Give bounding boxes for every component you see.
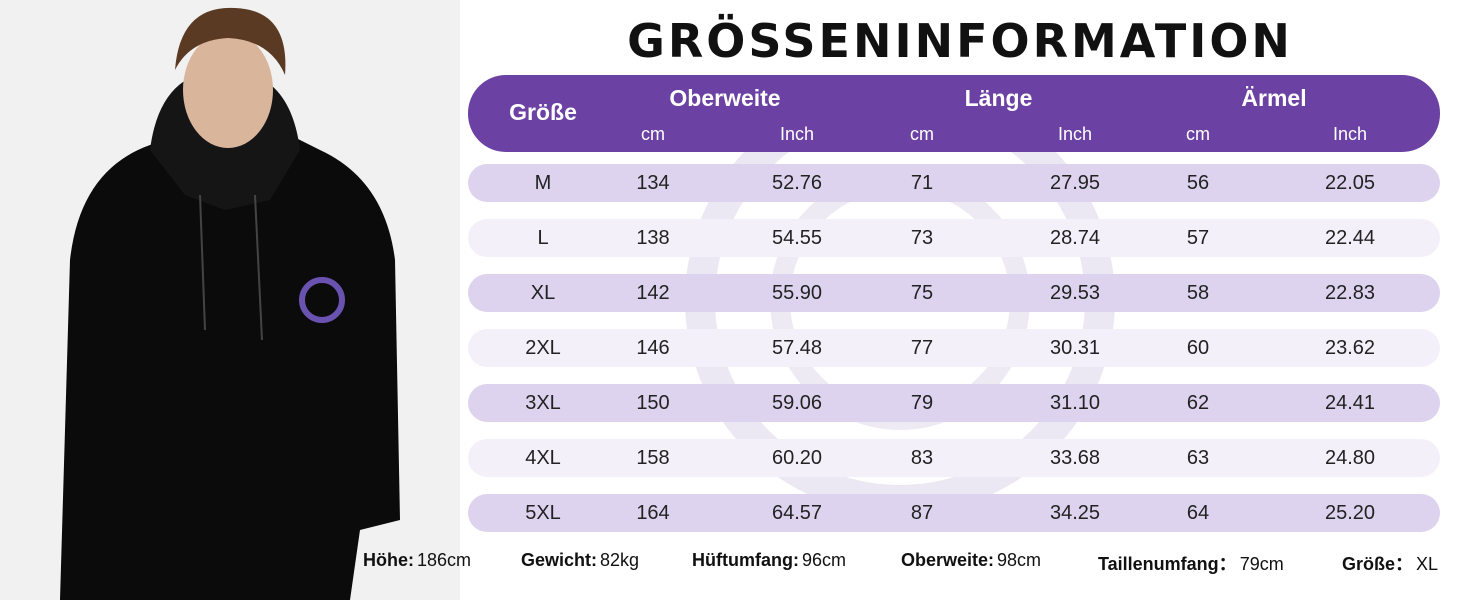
table-cell: 57.48 — [771, 337, 823, 359]
info-value: 82kg — [600, 550, 640, 570]
table-cell: 57 — [1186, 227, 1210, 249]
info-item: Taillenumfang： 79cm — [1098, 550, 1284, 576]
group-header: Ärmel — [1241, 85, 1307, 111]
table-cell: 30.31 — [1049, 337, 1101, 359]
info-value: 79cm — [1239, 554, 1284, 574]
unit-header: cm — [1186, 124, 1210, 144]
table-cell: 25.20 — [1324, 502, 1376, 524]
info-label: Gewicht: — [521, 550, 598, 570]
table-cell: 23.62 — [1324, 337, 1376, 359]
table-cell: 34.25 — [1049, 502, 1101, 524]
info-label: Oberweite: — [901, 550, 995, 570]
table-cell: 31.10 — [1049, 392, 1101, 414]
info-value: 96cm — [801, 550, 846, 570]
model-photo — [0, 0, 460, 600]
info-value: 98cm — [997, 550, 1042, 570]
table-cell: 24.80 — [1324, 447, 1376, 469]
info-value: 186cm — [417, 550, 472, 570]
info-label: Hüftumfang: — [692, 550, 799, 570]
group-header: Oberweite — [669, 85, 781, 111]
table-cell: 3XL — [525, 392, 561, 414]
table-cell: 22.44 — [1324, 227, 1376, 249]
table-cell: 134 — [636, 172, 670, 194]
table-cell: 58 — [1186, 282, 1210, 304]
table-cell: 142 — [636, 282, 670, 304]
table-cell: 146 — [636, 337, 670, 359]
table-cell: 79 — [910, 392, 934, 414]
info-item: Oberweite: 98cm — [901, 550, 1041, 571]
table-cell: 63 — [1186, 447, 1210, 469]
table-header: Größe Oberweite cm Inch Länge cm Inch Ärmel cm In… — [468, 75, 1440, 152]
title: GRÖSSENINFORMATION — [627, 14, 1293, 68]
table-row: 3XL 150 59.06 79 31.10 62 24.41 — [468, 384, 1440, 422]
table-cell: L — [537, 227, 549, 249]
info-item: Größe： XL — [1342, 550, 1438, 576]
table-cell: 71 — [910, 172, 934, 194]
table-cell: 60 — [1186, 337, 1210, 359]
table-cell: 54.55 — [771, 227, 823, 249]
table-cell: 28.74 — [1049, 227, 1101, 249]
table-row: XL 142 55.90 75 29.53 58 22.83 — [468, 274, 1440, 312]
info-item: Höhe: 186cm — [363, 550, 471, 571]
table-cell: 77 — [910, 337, 934, 359]
table-cell: 22.83 — [1324, 282, 1376, 304]
table-cell: 60.20 — [771, 447, 823, 469]
unit-header: Inch — [1057, 124, 1093, 144]
table-row: 4XL 158 60.20 83 33.68 63 24.80 — [468, 439, 1440, 477]
table-cell: 22.05 — [1324, 172, 1376, 194]
table-row: 2XL 146 57.48 77 30.31 60 23.62 — [468, 329, 1440, 367]
table-row: 5XL 164 64.57 87 34.25 64 25.20 — [468, 494, 1440, 532]
table-cell: 138 — [636, 227, 670, 249]
table-row: L 138 54.55 73 28.74 57 22.44 — [468, 219, 1440, 257]
unit-header: cm — [910, 124, 934, 144]
table-cell: 29.53 — [1049, 282, 1101, 304]
info-value: XL — [1416, 554, 1439, 574]
table-cell: 52.76 — [771, 172, 823, 194]
unit-header: Inch — [779, 124, 815, 144]
table-cell: 64 — [1186, 502, 1210, 524]
info-label: Größe： — [1342, 554, 1414, 574]
table-cell: XL — [530, 282, 556, 304]
info-label: Taillenumfang： — [1098, 554, 1237, 574]
table-cell: 59.06 — [771, 392, 823, 414]
info-item: Gewicht: 82kg — [521, 550, 639, 571]
table-cell: 2XL — [525, 337, 561, 359]
table-cell: 73 — [910, 227, 934, 249]
table-cell: 64.57 — [771, 502, 823, 524]
table-cell: 150 — [636, 392, 670, 414]
table-cell: 56 — [1186, 172, 1210, 194]
group-header: Länge — [964, 85, 1033, 111]
table-cell: 5XL — [525, 502, 561, 524]
info-label: Höhe: — [363, 550, 414, 570]
table-cell: 55.90 — [771, 282, 823, 304]
table-cell: 158 — [636, 447, 670, 469]
model-info: Höhe: 186cm Gewicht: 82kg Hüftumfang: 96cm Obe… — [360, 550, 1460, 576]
table-cell: 87 — [910, 502, 934, 524]
table-cell: 33.68 — [1049, 447, 1101, 469]
table-cell: 24.41 — [1324, 392, 1376, 414]
table-cell: 75 — [910, 282, 934, 304]
table-cell: 27.95 — [1049, 172, 1101, 194]
table-cell: 4XL — [525, 447, 561, 469]
table-cell: 83 — [910, 447, 934, 469]
table-cell: 62 — [1186, 392, 1210, 414]
table-cell: 164 — [636, 502, 670, 524]
info-item: Hüftumfang: 96cm — [692, 550, 846, 571]
table-cell: M — [534, 172, 552, 194]
unit-header: cm — [641, 124, 665, 144]
unit-header: Inch — [1332, 124, 1368, 144]
size-header: Größe — [509, 99, 577, 125]
table-row: M 134 52.76 71 27.95 56 22.05 — [468, 164, 1440, 202]
